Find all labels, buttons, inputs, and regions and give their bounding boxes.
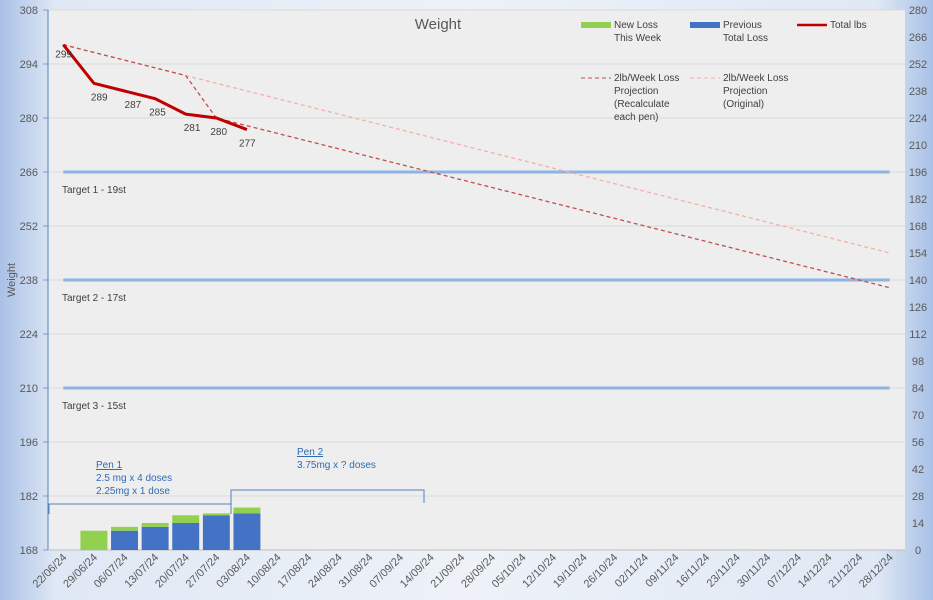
legend-label-original: Projection: [723, 86, 767, 97]
y-tick-label: 252: [20, 221, 38, 233]
pen1-title: Pen 1: [96, 460, 123, 471]
legend-label-original: (Original): [723, 99, 764, 110]
pen1-detail: 2.5 mg x 4 doses: [96, 473, 172, 484]
y-tick-label: 266: [20, 167, 38, 179]
bar-new-loss: [111, 526, 138, 531]
y-tick-label: 280: [20, 113, 38, 125]
y2-tick-label: 98: [912, 356, 924, 368]
projection-original-line: [63, 44, 890, 254]
bar-previous-total-loss: [141, 526, 169, 550]
legend-label-original: 2lb/Week Loss: [723, 73, 788, 84]
target-label: Target 2 - 17st: [62, 293, 126, 304]
bar-previous-total-loss: [172, 523, 200, 550]
legend-swatch-previous-loss: [690, 22, 720, 28]
bar-new-loss: [233, 507, 261, 514]
legend-label-new-loss: New Loss: [614, 20, 658, 31]
y-tick-label: 308: [20, 5, 38, 17]
y2-tick-label: 266: [909, 32, 927, 44]
y2-tick-label: 210: [909, 140, 927, 152]
y2-tick-label: 280: [909, 5, 927, 17]
pen2-bracket: [230, 489, 425, 504]
data-label: 287: [125, 100, 142, 111]
bar-new-loss: [202, 513, 230, 516]
y2-tick-label: 238: [909, 86, 927, 98]
y2-tick-label: 70: [912, 410, 924, 422]
legend-label-previous-loss: Total Loss: [723, 33, 768, 44]
legend-label-previous-loss: Previous: [723, 20, 762, 31]
projection-recalculated-line: [63, 44, 890, 289]
legend-label-new-loss: This Week: [614, 33, 662, 44]
y2-tick-label: 112: [909, 329, 927, 341]
y2-tick-label: 56: [912, 437, 924, 449]
pen1-detail: 2.25mg x 1 dose: [96, 486, 170, 497]
bar-new-loss: [172, 515, 200, 523]
bar-new-loss: [141, 523, 169, 527]
target-label: Target 3 - 15st: [62, 401, 126, 412]
data-label: 299: [55, 50, 72, 61]
data-label: 277: [239, 139, 256, 150]
data-label: 289: [91, 92, 108, 103]
y-axis-title: Weight: [6, 263, 18, 297]
x-tick-label: 28/12/24: [857, 552, 896, 591]
data-label: 285: [149, 108, 166, 119]
legend-label-recalc: Projection: [614, 86, 658, 97]
y2-tick-label: 224: [909, 113, 927, 125]
x-tick-label: 26/10/24: [582, 552, 621, 591]
y-tick-label: 294: [20, 59, 38, 71]
legend-label-recalc: (Recalculate: [614, 99, 670, 110]
y-tick-label: 238: [20, 275, 38, 287]
legend-label-recalc: each pen): [614, 112, 658, 123]
bar-new-loss: [80, 530, 108, 550]
y2-tick-label: 252: [909, 59, 927, 71]
target-label: Target 1 - 19st: [62, 185, 126, 196]
y-tick-label: 168: [20, 545, 38, 557]
y2-tick-label: 126: [909, 302, 927, 314]
y-tick-label: 210: [20, 383, 38, 395]
y2-tick-label: 14: [912, 518, 924, 530]
pen2-title: Pen 2: [297, 447, 324, 458]
total-lbs-line: [62, 43, 248, 131]
legend-swatch-new-loss: [581, 22, 611, 28]
y2-tick-label: 196: [909, 167, 927, 179]
legend-label-recalc: 2lb/Week Loss: [614, 73, 679, 84]
y2-tick-label: 140: [909, 275, 927, 287]
bar-previous-total-loss: [233, 513, 261, 550]
y-tick-label: 224: [20, 329, 38, 341]
y-tick-label: 196: [20, 437, 38, 449]
legend-label-total-lbs: Total lbs: [830, 20, 867, 31]
y2-tick-label: 28: [912, 491, 924, 503]
y2-tick-label: 84: [912, 383, 924, 395]
y2-tick-label: 154: [909, 248, 927, 260]
data-label: 280: [210, 127, 227, 138]
y2-tick-label: 182: [909, 194, 927, 206]
y2-tick-label: 42: [912, 464, 924, 476]
y-tick-label: 182: [20, 491, 38, 503]
y2-tick-label: 0: [915, 545, 921, 557]
pen2-detail: 3.75mg x ? doses: [297, 460, 376, 471]
y2-tick-label: 168: [909, 221, 927, 233]
bar-previous-total-loss: [111, 530, 138, 550]
bar-previous-total-loss: [202, 515, 230, 550]
pen1-bracket: [48, 503, 232, 514]
chart-title: Weight: [415, 16, 462, 33]
data-label: 281: [184, 123, 201, 134]
